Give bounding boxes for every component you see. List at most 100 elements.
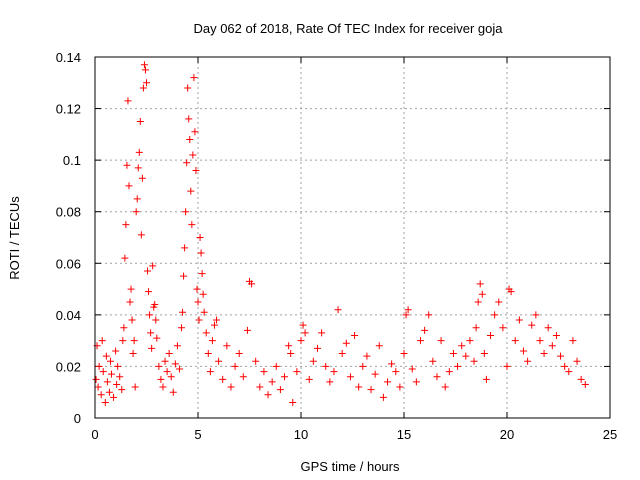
data-point [367, 386, 375, 394]
data-point [140, 61, 148, 69]
data-point [272, 362, 280, 370]
data-point [480, 350, 488, 358]
data-point [437, 337, 445, 345]
y-axis-label: ROTI / TECUs [7, 196, 22, 280]
data-point [194, 298, 202, 306]
data-point [175, 365, 183, 373]
data-point [171, 360, 179, 368]
data-point [119, 337, 127, 345]
data-point [569, 337, 577, 345]
data-point [379, 393, 387, 401]
data-point [144, 267, 152, 275]
data-point [127, 285, 135, 293]
data-point [223, 342, 231, 350]
data-point [134, 164, 142, 172]
data-point [548, 342, 556, 350]
y-tick-label: 0.12 [56, 102, 81, 117]
data-point [133, 195, 141, 203]
data-point [421, 326, 429, 334]
data-point [105, 388, 113, 396]
data-point [114, 362, 122, 370]
data-point [213, 316, 221, 324]
data-point [544, 324, 552, 332]
data-point [165, 350, 173, 358]
data-point [532, 311, 540, 319]
data-point [313, 344, 321, 352]
data-point [124, 97, 132, 105]
y-tick-label: 0.08 [56, 205, 81, 220]
data-point [416, 337, 424, 345]
data-point [338, 350, 346, 358]
data-point [528, 321, 536, 329]
data-point [135, 148, 143, 156]
data-point [573, 357, 581, 365]
data-point [219, 375, 227, 383]
data-point [125, 182, 133, 190]
data-point [256, 383, 264, 391]
data-point [552, 331, 560, 339]
data-point [139, 84, 147, 92]
data-point [299, 321, 307, 329]
data-point [107, 370, 115, 378]
data-point [92, 375, 100, 383]
data-point [264, 391, 272, 399]
data-point [388, 360, 396, 368]
data-point [197, 249, 205, 257]
data-point [285, 342, 293, 350]
data-point [445, 368, 453, 376]
data-point [183, 159, 191, 167]
data-point [106, 357, 114, 365]
data-point [472, 324, 480, 332]
data-point [198, 270, 206, 278]
data-point [157, 375, 165, 383]
data-point [120, 324, 128, 332]
data-point [499, 324, 507, 332]
data-point [239, 373, 247, 381]
data-point [408, 365, 416, 373]
data-point [346, 373, 354, 381]
data-point [101, 399, 109, 407]
data-point [141, 66, 149, 74]
data-point [148, 344, 156, 352]
x-tick-label: 15 [397, 427, 411, 442]
data-point [126, 298, 134, 306]
data-point [561, 362, 569, 370]
y-tick-label: 0.04 [56, 308, 81, 323]
x-tick-label: 20 [500, 427, 514, 442]
data-point [103, 378, 111, 386]
data-point [519, 347, 527, 355]
data-point [227, 383, 235, 391]
data-point [511, 337, 519, 345]
data-point [155, 362, 163, 370]
data-point [102, 352, 110, 360]
data-point [116, 373, 124, 381]
data-point [235, 350, 243, 358]
data-point [151, 301, 159, 309]
data-point [429, 357, 437, 365]
data-point [189, 151, 197, 159]
data-point [99, 368, 107, 376]
data-point [476, 280, 484, 288]
data-point [193, 285, 201, 293]
data-point [173, 342, 181, 350]
data-point [208, 337, 216, 345]
data-point [577, 375, 585, 383]
data-point [215, 357, 223, 365]
data-point [454, 362, 462, 370]
data-point [199, 290, 207, 298]
data-point [503, 362, 511, 370]
data-point [161, 357, 169, 365]
data-point [94, 383, 102, 391]
data-point [97, 391, 105, 399]
data-point [355, 383, 363, 391]
y-tick-label: 0 [74, 411, 81, 426]
data-point [478, 290, 486, 298]
x-axis-label: GPS time / hours [301, 459, 400, 474]
data-point [371, 370, 379, 378]
data-point [515, 316, 523, 324]
data-point [458, 342, 466, 350]
data-point [200, 308, 208, 316]
data-point [359, 362, 367, 370]
y-tick-label: 0.1 [63, 153, 81, 168]
data-point [318, 329, 326, 337]
